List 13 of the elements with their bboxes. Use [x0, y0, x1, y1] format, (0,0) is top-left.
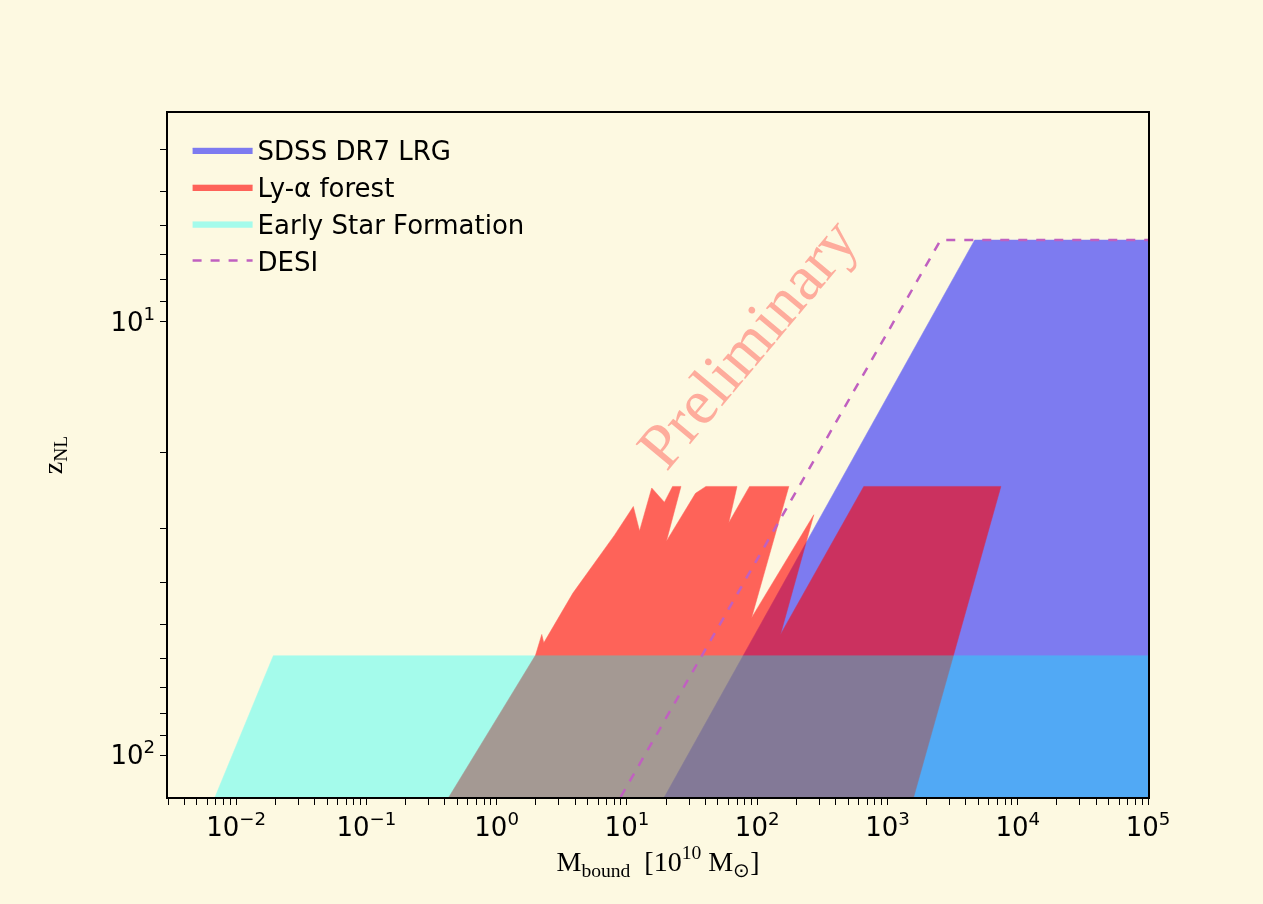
- legend-label: DESI: [257, 246, 319, 277]
- x-tick-label: 10$^{0}$: [474, 808, 519, 842]
- x-tick-label: 10$^{3}$: [865, 808, 910, 842]
- x-tick-label: 10$^{1}$: [604, 808, 650, 842]
- x-axis-title: M$_{bound}$ [10$^{10}$ M$_{⊙}$]: [556, 841, 760, 881]
- x-tick-label: 10$^{−1}$: [336, 808, 397, 842]
- x-tick-label: 10$^{5}$: [1125, 808, 1171, 842]
- x-tick-label: 10$^{−2}$: [206, 808, 267, 842]
- x-tick-label: 10$^{4}$: [995, 808, 1041, 842]
- x-tick-label: 10$^{2}$: [734, 808, 780, 842]
- legend-label: SDSS DR7 LRG: [257, 136, 451, 167]
- legend-label: Ly-α forest: [257, 173, 395, 204]
- legend-label: Early Star Formation: [257, 209, 525, 240]
